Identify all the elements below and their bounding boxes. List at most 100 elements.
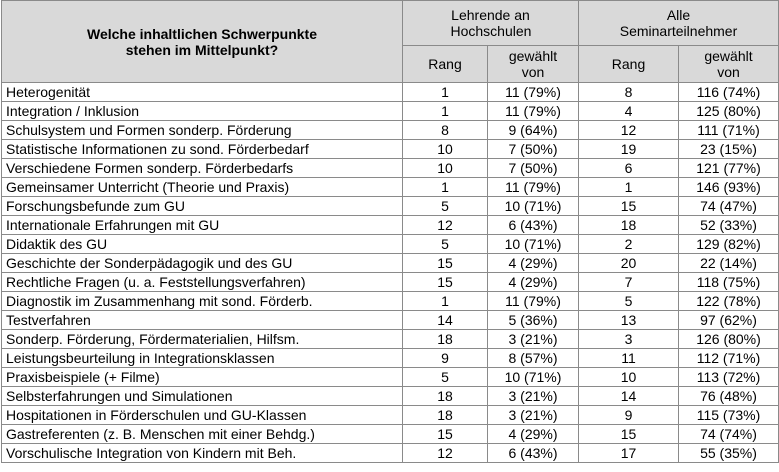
value-cell: 10 (71%)	[487, 196, 579, 216]
table-row: Sonderp. Förderung, Fördermaterialien, H…	[1, 329, 779, 349]
header-row: Rang gewählt von Rang gewählt von	[2, 45, 779, 83]
value-cell: 11	[578, 348, 679, 368]
value-cell: 11 (79%)	[487, 82, 579, 102]
value-cell: 10	[402, 139, 488, 159]
topic-cell: Selbsterfahrungen und Simulationen	[1, 386, 403, 406]
topic-cell: Vorschulische Integration von Kindern mi…	[1, 443, 403, 463]
value-cell: 5	[402, 367, 488, 387]
table-row: Gastreferenten (z. B. Menschen mit einer…	[1, 424, 779, 444]
topic-cell: Heterogenität	[1, 82, 403, 102]
value-cell: 8	[402, 120, 488, 140]
value-cell: 15	[578, 196, 679, 216]
topic-cell: Geschichte der Sonderpädagogik und des G…	[1, 253, 403, 273]
value-cell: 3	[578, 329, 679, 349]
topic-cell: Leistungsbeurteilung in Integrationsklas…	[1, 348, 403, 368]
topic-cell: Testverfahren	[1, 310, 403, 330]
value-cell: 116 (74%)	[678, 82, 779, 102]
question-text: Welche inhaltlichen Schwerpunkte stehen …	[86, 25, 317, 58]
value-cell: 11 (79%)	[487, 101, 579, 121]
value-cell: 1	[402, 177, 488, 197]
value-cell: 15	[402, 253, 488, 273]
value-cell: 12	[402, 443, 488, 463]
subheader: Rang	[402, 45, 488, 83]
value-cell: 10	[578, 367, 679, 387]
table-row: Diagnostik im Zusammenhang mit sond. För…	[1, 291, 779, 311]
table-row: Internationale Erfahrungen mit GU 12 6 (43…	[1, 215, 779, 235]
value-cell: 10	[402, 158, 488, 178]
topic-cell: Didaktik des GU	[1, 234, 403, 254]
table-row: Testverfahren 14 5 (36%) 13 97 (62%)	[1, 310, 779, 330]
table-row: Vorschulische Integration von Kindern mi…	[1, 443, 779, 463]
value-cell: 10 (71%)	[487, 367, 579, 387]
value-cell: 111 (71%)	[678, 120, 779, 140]
table-row: Didaktik des GU 5 10 (71%) 2 129 (82%)	[1, 234, 779, 254]
value-cell: 12	[402, 215, 488, 235]
table-row: Schulsystem und Formen sonderp. Förderun…	[1, 120, 779, 140]
subheader-text: Rang	[611, 56, 646, 72]
value-cell: 1	[578, 177, 679, 197]
value-cell: 5	[402, 234, 488, 254]
table-body: Heterogenität 1 11 (79%) 8 116 (74%) Integrat…	[1, 82, 779, 463]
value-cell: 18	[402, 405, 488, 425]
value-cell: 7	[578, 272, 679, 292]
topic-cell: Diagnostik im Zusammenhang mit sond. För…	[1, 291, 403, 311]
topic-cell: Integration / Inklusion	[1, 101, 403, 121]
subheader: Rang	[578, 45, 679, 83]
table-row: Integration / Inklusion 1 11 (79%) 4 125 (80…	[1, 101, 779, 121]
value-cell: 55 (35%)	[678, 443, 779, 463]
table-row: Forschungsbefunde zum GU 5 10 (71%) 15 74 (4…	[1, 196, 779, 216]
table-row: Praxisbeispiele (+ Filme) 5 10 (71%) 10 113 …	[1, 367, 779, 387]
topic-cell: Sonderp. Förderung, Fördermaterialien, H…	[1, 329, 403, 349]
value-cell: 5	[402, 196, 488, 216]
value-cell: 9 (64%)	[487, 120, 579, 140]
value-cell: 3 (21%)	[487, 386, 579, 406]
table-row: Verschiedene Formen sonderp. Förderbedar…	[1, 158, 779, 178]
value-cell: 13	[578, 310, 679, 330]
topic-cell: Gemeinsamer Unterricht (Theorie und Prax…	[1, 177, 403, 197]
topic-cell: Forschungsbefunde zum GU	[1, 196, 403, 216]
value-cell: 8 (57%)	[487, 348, 579, 368]
value-cell: 8	[578, 82, 679, 102]
value-cell: 9	[578, 405, 679, 425]
value-cell: 22 (14%)	[678, 253, 779, 273]
value-cell: 6	[578, 158, 679, 178]
table-row: Leistungsbeurteilung in Integrationsklas…	[1, 348, 779, 368]
value-cell: 23 (15%)	[678, 139, 779, 159]
table-row: Heterogenität 1 11 (79%) 8 116 (74%)	[1, 82, 779, 102]
table-row: Geschichte der Sonderpädagogik und des G…	[1, 253, 779, 273]
value-cell: 1	[402, 82, 488, 102]
value-cell: 15	[578, 424, 679, 444]
subheader-text: Rang	[428, 56, 462, 72]
header-row: Welche inhaltlichen Schwerpunkte stehen …	[1, 0, 779, 83]
value-cell: 11 (79%)	[487, 177, 579, 197]
value-cell: 97 (62%)	[678, 310, 779, 330]
topic-cell: Schulsystem und Formen sonderp. Förderun…	[1, 120, 403, 140]
value-cell: 118 (75%)	[678, 272, 779, 292]
value-cell: 1	[402, 291, 488, 311]
table-row: Selbsterfahrungen und Simulationen 18 3 (2…	[1, 386, 779, 406]
value-cell: 4	[578, 101, 679, 121]
value-cell: 18	[402, 329, 488, 349]
value-cell: 125 (80%)	[678, 101, 779, 121]
value-cell: 4 (29%)	[487, 424, 579, 444]
value-cell: 1	[402, 101, 488, 121]
value-cell: 5	[578, 291, 679, 311]
value-cell: 18	[402, 386, 488, 406]
subheader: gewählt von	[487, 45, 579, 83]
value-cell: 6 (43%)	[487, 215, 579, 235]
value-cell: 14	[402, 310, 488, 330]
table-header: Welche inhaltlichen Schwerpunkte stehen …	[1, 0, 779, 83]
value-cell: 146 (93%)	[678, 177, 779, 197]
value-cell: 115 (73%)	[678, 405, 779, 425]
subheader-text: gewählt von	[508, 48, 558, 80]
value-cell: 76 (48%)	[678, 386, 779, 406]
table: Welche inhaltlichen Schwerpunkte stehen …	[1, 0, 779, 463]
value-cell: 52 (33%)	[678, 215, 779, 235]
question-header: Welche inhaltlichen Schwerpunkte stehen …	[1, 0, 403, 83]
value-cell: 15	[402, 424, 488, 444]
topic-cell: Verschiedene Formen sonderp. Förderbedar…	[1, 158, 403, 178]
value-cell: 18	[578, 215, 679, 235]
value-cell: 12	[578, 120, 679, 140]
group-header: Lehrende an Hochschulen	[402, 0, 579, 46]
